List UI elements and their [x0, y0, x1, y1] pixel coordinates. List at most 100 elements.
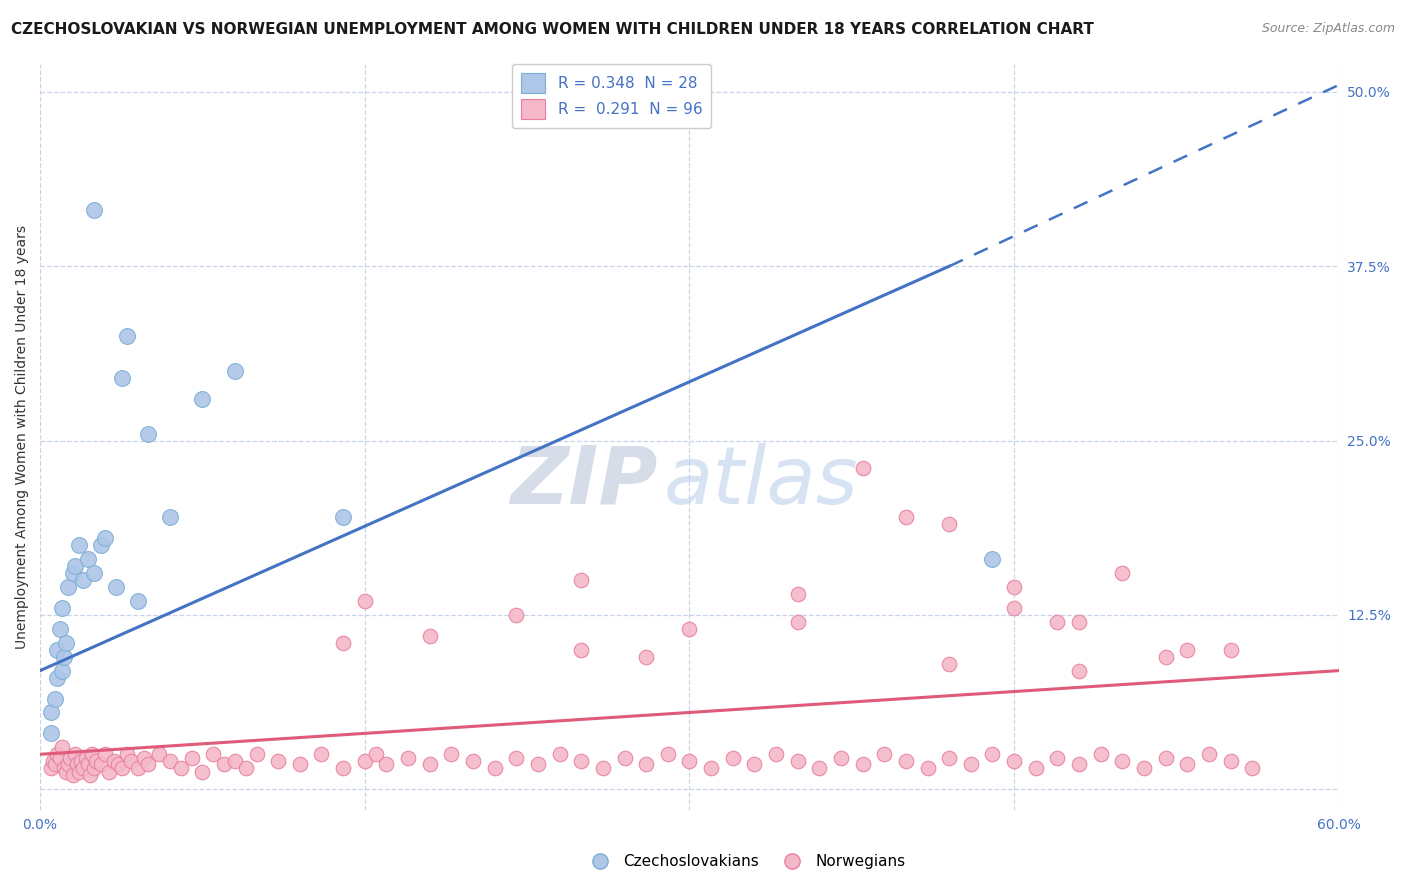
Point	[72, 573, 94, 587]
Point	[127, 761, 149, 775]
Point	[505, 607, 527, 622]
Point	[894, 754, 917, 768]
Point	[765, 747, 787, 762]
Text: Source: ZipAtlas.com: Source: ZipAtlas.com	[1261, 22, 1395, 36]
Point	[51, 600, 73, 615]
Point	[63, 559, 86, 574]
Point	[419, 629, 441, 643]
Point	[396, 751, 419, 765]
Point	[115, 329, 138, 343]
Point	[375, 757, 398, 772]
Text: ZIP: ZIP	[509, 442, 657, 521]
Point	[1111, 566, 1133, 580]
Point	[636, 757, 658, 772]
Point	[332, 761, 354, 775]
Point	[1111, 754, 1133, 768]
Point	[67, 765, 90, 780]
Point	[120, 754, 142, 768]
Point	[1198, 747, 1220, 762]
Point	[981, 552, 1004, 566]
Point	[1002, 754, 1025, 768]
Point	[80, 747, 103, 762]
Point	[569, 754, 592, 768]
Point	[1154, 751, 1177, 765]
Point	[58, 757, 80, 772]
Point	[76, 757, 98, 772]
Point	[62, 768, 84, 782]
Point	[1219, 642, 1241, 657]
Point	[58, 580, 80, 594]
Point	[786, 587, 808, 601]
Point	[79, 768, 101, 782]
Point	[1025, 761, 1047, 775]
Point	[1175, 642, 1198, 657]
Point	[332, 510, 354, 524]
Point	[72, 761, 94, 775]
Point	[191, 765, 214, 780]
Point	[107, 757, 129, 772]
Legend: R = 0.348  N = 28, R =  0.291  N = 96: R = 0.348 N = 28, R = 0.291 N = 96	[512, 64, 711, 128]
Point	[592, 761, 614, 775]
Point	[1090, 747, 1112, 762]
Point	[981, 747, 1004, 762]
Point	[700, 761, 723, 775]
Point	[744, 757, 766, 772]
Point	[39, 706, 62, 720]
Point	[46, 747, 69, 762]
Point	[440, 747, 463, 762]
Point	[852, 461, 875, 475]
Point	[224, 364, 246, 378]
Point	[461, 754, 484, 768]
Point	[66, 757, 89, 772]
Point	[104, 580, 127, 594]
Point	[159, 754, 181, 768]
Text: CZECHOSLOVAKIAN VS NORWEGIAN UNEMPLOYMENT AMONG WOMEN WITH CHILDREN UNDER 18 YEA: CZECHOSLOVAKIAN VS NORWEGIAN UNEMPLOYMEN…	[11, 22, 1094, 37]
Point	[678, 754, 700, 768]
Y-axis label: Unemployment Among Women with Children Under 18 years: Unemployment Among Women with Children U…	[15, 225, 30, 649]
Point	[191, 392, 214, 406]
Point	[83, 761, 105, 775]
Point	[1154, 649, 1177, 664]
Point	[569, 642, 592, 657]
Point	[52, 649, 75, 664]
Point	[1002, 600, 1025, 615]
Point	[636, 649, 658, 664]
Point	[959, 757, 981, 772]
Point	[94, 531, 117, 545]
Point	[527, 757, 550, 772]
Point	[48, 622, 70, 636]
Point	[332, 636, 354, 650]
Point	[59, 751, 82, 765]
Point	[678, 622, 700, 636]
Point	[46, 642, 69, 657]
Point	[224, 754, 246, 768]
Legend: Czechoslovakians, Norwegians: Czechoslovakians, Norwegians	[579, 848, 911, 875]
Point	[75, 751, 97, 765]
Point	[1133, 761, 1156, 775]
Point	[55, 636, 77, 650]
Point	[138, 426, 160, 441]
Point	[127, 594, 149, 608]
Point	[938, 517, 960, 532]
Point	[419, 757, 441, 772]
Point	[1046, 615, 1069, 629]
Point	[111, 761, 134, 775]
Point	[111, 371, 134, 385]
Point	[52, 761, 75, 775]
Point	[245, 747, 267, 762]
Point	[267, 754, 290, 768]
Point	[364, 747, 387, 762]
Point	[103, 754, 125, 768]
Point	[63, 747, 86, 762]
Point	[938, 751, 960, 765]
Point	[1067, 615, 1090, 629]
Point	[852, 757, 875, 772]
Point	[159, 510, 181, 524]
Point	[83, 566, 105, 580]
Point	[67, 538, 90, 552]
Point	[1067, 757, 1090, 772]
Point	[42, 754, 65, 768]
Point	[657, 747, 679, 762]
Point	[1219, 754, 1241, 768]
Point	[353, 754, 375, 768]
